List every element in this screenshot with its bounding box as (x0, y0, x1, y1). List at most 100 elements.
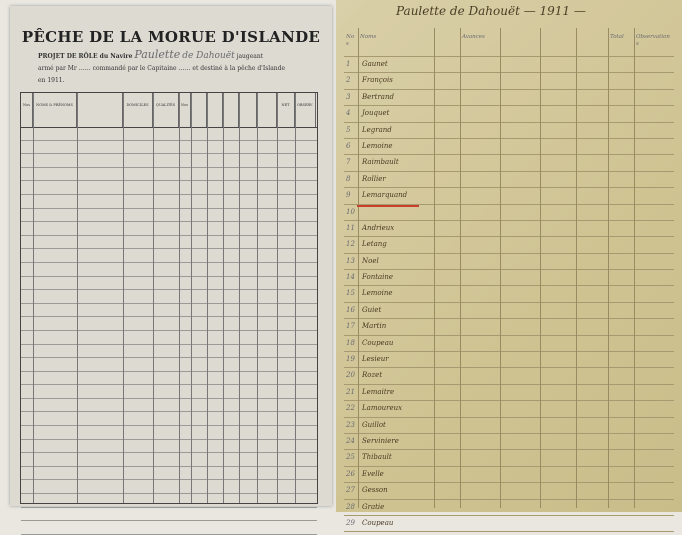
column-header (257, 93, 277, 127)
ledger-row: 23 Guillot (344, 418, 674, 434)
column-header: DOMICILES (123, 93, 153, 127)
column-divider (540, 28, 541, 508)
crew-name: Lemoine (362, 289, 393, 298)
row-number: 10 (346, 207, 355, 216)
table-row (21, 154, 317, 168)
ledger-row: 9 Lemarquand (344, 188, 674, 205)
table-row (21, 480, 317, 495)
table-row (21, 263, 317, 277)
row-number: 4 (346, 109, 351, 118)
column-divider (500, 28, 501, 508)
table-row (21, 222, 317, 236)
table-row (21, 127, 317, 141)
row-number: 21 (346, 387, 355, 396)
column-header: NET (277, 93, 295, 127)
column-header: Observations (636, 34, 670, 47)
crew-name: Lamoureux (362, 404, 403, 413)
column-divider (33, 93, 34, 503)
crew-name: Gesson (362, 486, 388, 495)
crew-name: Thibault (362, 453, 392, 462)
label: PROJET DE RÔLE du Navire (38, 53, 133, 60)
ledger-header-row: Nos Noms Avances Total Observations (344, 28, 674, 57)
port: de Dahouët (182, 51, 235, 61)
table-row (21, 372, 317, 386)
column-header: OBSERV. (295, 93, 316, 127)
table-row (21, 141, 317, 155)
table-row (21, 331, 317, 345)
column-header: Avances (462, 34, 485, 40)
table-row (21, 304, 317, 318)
year: en 1911. (38, 77, 65, 84)
crew-name: François (362, 76, 393, 85)
ship-name: Paulette (134, 48, 181, 61)
crew-name: Serviniere (362, 436, 399, 445)
column-header (207, 93, 223, 127)
ledger-row: 4 Jouquet (344, 106, 674, 123)
ledger-row: 3 Bertrand (344, 90, 674, 107)
ledger-header: Paulette de Dahouët — 1911 — (396, 4, 586, 18)
crew-name: Gaunet (362, 60, 388, 68)
column-divider (634, 28, 635, 508)
table-row (21, 467, 317, 481)
column-divider (434, 28, 435, 508)
column-divider (608, 28, 609, 508)
ledger-row: 2 François (344, 73, 674, 90)
label: et destiné à la pêche d'Islande (192, 65, 286, 72)
table-row (21, 249, 317, 263)
crew-name: Jouquet (362, 109, 390, 118)
ledger-row: 22 Lamoureux (344, 401, 674, 418)
row-number: 6 (346, 141, 351, 150)
table-row (21, 181, 317, 195)
crew-name: Evelle (362, 469, 384, 478)
column-divider (123, 93, 124, 503)
table-row (21, 521, 317, 535)
row-number: 22 (346, 404, 355, 413)
column-header (239, 93, 257, 127)
table-row (21, 358, 317, 372)
crew-name: Guiet (362, 305, 382, 314)
row-number: 8 (346, 174, 351, 183)
column-header: Total (610, 34, 624, 40)
crew-name: Rollier (362, 174, 386, 183)
row-number: 27 (346, 486, 355, 495)
crew-name: Coupeau (362, 338, 394, 347)
row-number: 13 (346, 256, 355, 265)
table-header: Nos NOMS & PRÉNOMS DOMICILES QUALITÉS Nos NET… (21, 93, 317, 128)
table-row (21, 453, 317, 467)
row-number: 5 (346, 125, 351, 134)
role-description: PROJET DE RÔLE du Navire Paulette de Dah… (38, 48, 286, 85)
crew-name: Guillot (362, 420, 386, 429)
ledger-row: 13 Noel (344, 254, 674, 271)
ledger-row: 12 Letang (344, 237, 674, 254)
ledger-table: Nos Noms Avances Total Observations 1 Gaunet 2 F… (344, 28, 674, 533)
crew-name: Gratie (362, 502, 385, 511)
row-number: 2 (346, 76, 351, 85)
column-divider (223, 93, 224, 503)
column-divider (277, 93, 278, 503)
column-divider (358, 28, 359, 508)
row-number: 1 (346, 60, 351, 68)
crew-name: Lemoine (362, 141, 393, 150)
label: jaugeant (236, 53, 264, 60)
table-row (21, 290, 317, 304)
row-number: 24 (346, 436, 355, 445)
crew-name: Bertrand (362, 92, 394, 101)
right-ledger-page: Paulette de Dahouët — 1911 — Nos Noms Avan… (336, 0, 682, 533)
table-row (21, 209, 317, 223)
ledger-row: 17 Martin (344, 319, 674, 336)
row-number: 28 (346, 502, 355, 511)
label: commandé par le Capitaine (92, 65, 177, 72)
table-row (21, 317, 317, 331)
column-header (77, 93, 123, 127)
column-header: Nos (21, 93, 33, 127)
ledger-row: 10 (344, 205, 674, 221)
ledger-row: 27 Gesson (344, 483, 674, 500)
row-number: 20 (346, 371, 355, 380)
left-document-page: PÊCHE DE LA MORUE D'ISLANDE PROJET DE RÔ… (10, 6, 332, 535)
table-row (21, 440, 317, 454)
crew-name: Coupeau (362, 518, 394, 527)
page-title: PÊCHE DE LA MORUE D'ISLANDE (21, 28, 321, 46)
row-number: 7 (346, 158, 351, 167)
ledger-row: 7 Raimbault (344, 155, 674, 172)
ledger-row: 5 Legrand (344, 123, 674, 139)
